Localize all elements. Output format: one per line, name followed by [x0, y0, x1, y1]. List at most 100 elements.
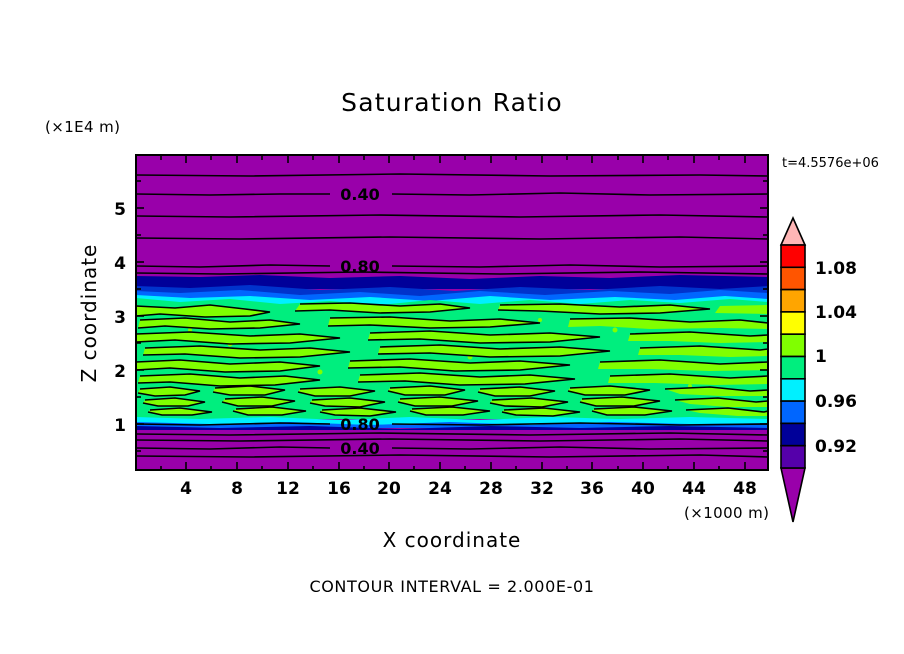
contour-finger-7 — [136, 331, 341, 345]
x-major-ticks — [185, 462, 746, 470]
contour-label: 0.40 — [340, 439, 379, 458]
contour-speck-3 — [297, 386, 376, 397]
contour-label: 0.80 — [340, 257, 379, 276]
plot-frame — [135, 154, 769, 471]
contour-line-upper-4 — [136, 271, 768, 275]
y-major-ticks — [136, 207, 144, 425]
y-tick-label: 5 — [114, 200, 126, 220]
x-tick-label: 12 — [276, 479, 300, 499]
y-axis-unit-label: (×1E4 m) — [45, 118, 120, 136]
time-annotation: t=4.5576e+06 — [782, 156, 879, 171]
contour-line-lower-2 — [136, 438, 768, 442]
contour-line-upper-2 — [136, 214, 768, 218]
plot-area: 0.40 0.80 0.80 0.40 — [135, 154, 769, 471]
lower-purple-region — [136, 430, 768, 470]
page-title: Saturation Ratio — [341, 88, 563, 117]
contour-speck-2 — [212, 385, 286, 396]
x-axis-title: X coordinate — [383, 528, 522, 552]
footer-text: CONTOUR INTERVAL = 2.000E-01 — [309, 577, 594, 596]
axis-ticks — [136, 155, 768, 470]
contour-speck-11 — [397, 396, 479, 407]
contour-line-lower-3 — [136, 454, 768, 458]
contour-field — [136, 173, 768, 470]
contour-finger-9 — [629, 331, 768, 337]
x-tick-label: 32 — [530, 479, 554, 499]
colorbar-band — [780, 377, 806, 402]
contour-lines — [136, 173, 768, 458]
contour-finger-5 — [327, 316, 541, 329]
contour-finger-2 — [294, 302, 471, 314]
colorbar-band — [780, 333, 806, 358]
contour-speck-1 — [137, 386, 201, 397]
y-tick-label: 1 — [114, 416, 126, 436]
x-top-ticks — [160, 155, 746, 163]
contour-speck-6 — [567, 385, 651, 396]
x-tick-label: 48 — [733, 479, 757, 499]
colorbar-band — [780, 266, 806, 291]
contour-finger-13 — [136, 359, 321, 373]
contour-speck-12 — [489, 397, 569, 408]
contour-line-080-right — [391, 264, 768, 268]
x-tick-labels: 4 8 12 16 20 24 28 32 36 40 44 48 — [180, 479, 757, 499]
contour-speck-10 — [309, 397, 386, 408]
contour-speck-14 — [674, 397, 768, 403]
colorbar-label: 1.08 — [815, 259, 857, 279]
contour-line-upper-1 — [136, 173, 768, 177]
contour-finger-8 — [367, 330, 601, 344]
colorbar-label: 1 — [815, 347, 827, 367]
contour-speck-5 — [477, 386, 556, 397]
contour-finger-6 — [569, 317, 768, 324]
contour-speck-16 — [232, 406, 307, 416]
contour-speck-13 — [579, 396, 661, 407]
colorbar-label: 1.04 — [815, 303, 857, 323]
x-tick-label: 44 — [682, 479, 706, 499]
contour-line-upper-3 — [136, 236, 768, 240]
contour-speck-7 — [664, 386, 768, 392]
contour-line-080-lower-left — [136, 422, 331, 426]
contour-speck-8 — [142, 397, 206, 407]
contour-finger-14 — [347, 358, 571, 372]
contour-finger-17 — [357, 372, 576, 386]
contour-label: 0.40 — [340, 185, 379, 204]
y-right-ticks — [760, 180, 768, 452]
y-tick-label: 3 — [114, 308, 126, 328]
y-tick-label: 4 — [114, 254, 126, 274]
contour-line-lower-1 — [136, 432, 768, 436]
colorbar-band — [780, 244, 806, 269]
colorbar-band — [780, 288, 806, 313]
contour-speck-19 — [501, 407, 581, 417]
colorbar-labels: 1.08 1.04 1 0.96 0.92 — [815, 259, 857, 457]
contour-speck-18 — [409, 406, 491, 416]
colorbar-band — [780, 355, 806, 380]
x-tick-label: 40 — [631, 479, 655, 499]
colorbar-band — [780, 422, 806, 447]
contour-finger-10 — [142, 345, 351, 359]
contour-finger-16 — [137, 373, 321, 387]
colorbar-band — [780, 400, 806, 425]
transition-band-darkblue-top — [136, 275, 768, 289]
colorbar[interactable]: 1.08 1.04 1 0.96 0.92 — [779, 216, 857, 523]
contour-finger-1 — [136, 304, 271, 318]
contour-line-040-lower-right — [391, 446, 768, 450]
contour-speck-21 — [685, 407, 768, 413]
x-tick-label: 36 — [580, 479, 604, 499]
contour-line-080-lower-right — [391, 422, 768, 426]
x-tick-label: 4 — [180, 479, 192, 499]
colorbar-band — [780, 311, 806, 335]
x-tick-label: 28 — [479, 479, 503, 499]
y-axis-title: Z coordinate — [77, 244, 101, 383]
x-axis-unit-label: (×1000 m) — [684, 504, 769, 522]
contour-line-040-right — [391, 192, 768, 196]
x-tick-label: 16 — [327, 479, 351, 499]
contour-finger-4 — [137, 317, 301, 330]
y-tick-labels: 1 2 3 4 5 — [114, 200, 126, 436]
colorbar-label: 0.96 — [815, 392, 857, 412]
colorbar-bands — [780, 244, 806, 469]
contour-finger-18 — [609, 373, 768, 379]
contour-line-040-lower-left — [136, 446, 331, 450]
contour-label-group: 0.40 0.80 0.80 0.40 — [340, 185, 379, 458]
contour-finger-11 — [377, 344, 611, 358]
x-tick-label: 8 — [231, 479, 243, 499]
